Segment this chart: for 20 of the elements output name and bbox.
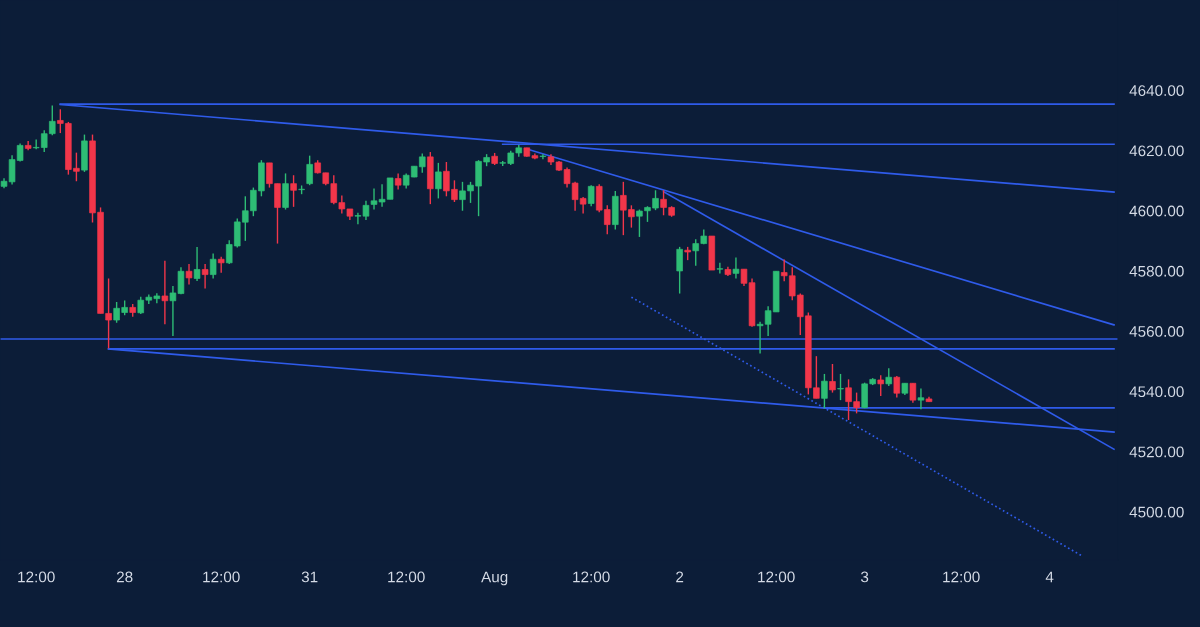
x-tick-label: 31 xyxy=(301,571,318,583)
y-tick-label: 4640.00 xyxy=(1129,85,1184,97)
x-tick-label: Aug xyxy=(481,571,508,586)
x-tick-label: 28 xyxy=(116,571,133,583)
x-tick-label: 12:00 xyxy=(943,571,980,583)
x-tick-label: 2 xyxy=(676,571,684,583)
y-tick-label: 4520.00 xyxy=(1129,446,1184,458)
y-tick-label: 4620.00 xyxy=(1129,145,1184,157)
y-tick-label: 4540.00 xyxy=(1129,386,1184,398)
x-tick-label: 12:00 xyxy=(758,571,795,583)
x-tick-label: 12:00 xyxy=(18,571,55,583)
x-tick-label: 12:00 xyxy=(203,571,240,583)
x-tick-label: 3 xyxy=(860,571,869,583)
y-tick-label: 4600.00 xyxy=(1129,205,1184,217)
x-tick-label: 12:00 xyxy=(573,571,610,583)
y-tick-label: 4580.00 xyxy=(1129,265,1184,277)
x-tick-label: 12:00 xyxy=(388,571,425,583)
y-tick-label: 4500.00 xyxy=(1129,506,1184,518)
y-tick-label: 4560.00 xyxy=(1129,326,1184,337)
x-tick-label: 4 xyxy=(1045,571,1054,583)
